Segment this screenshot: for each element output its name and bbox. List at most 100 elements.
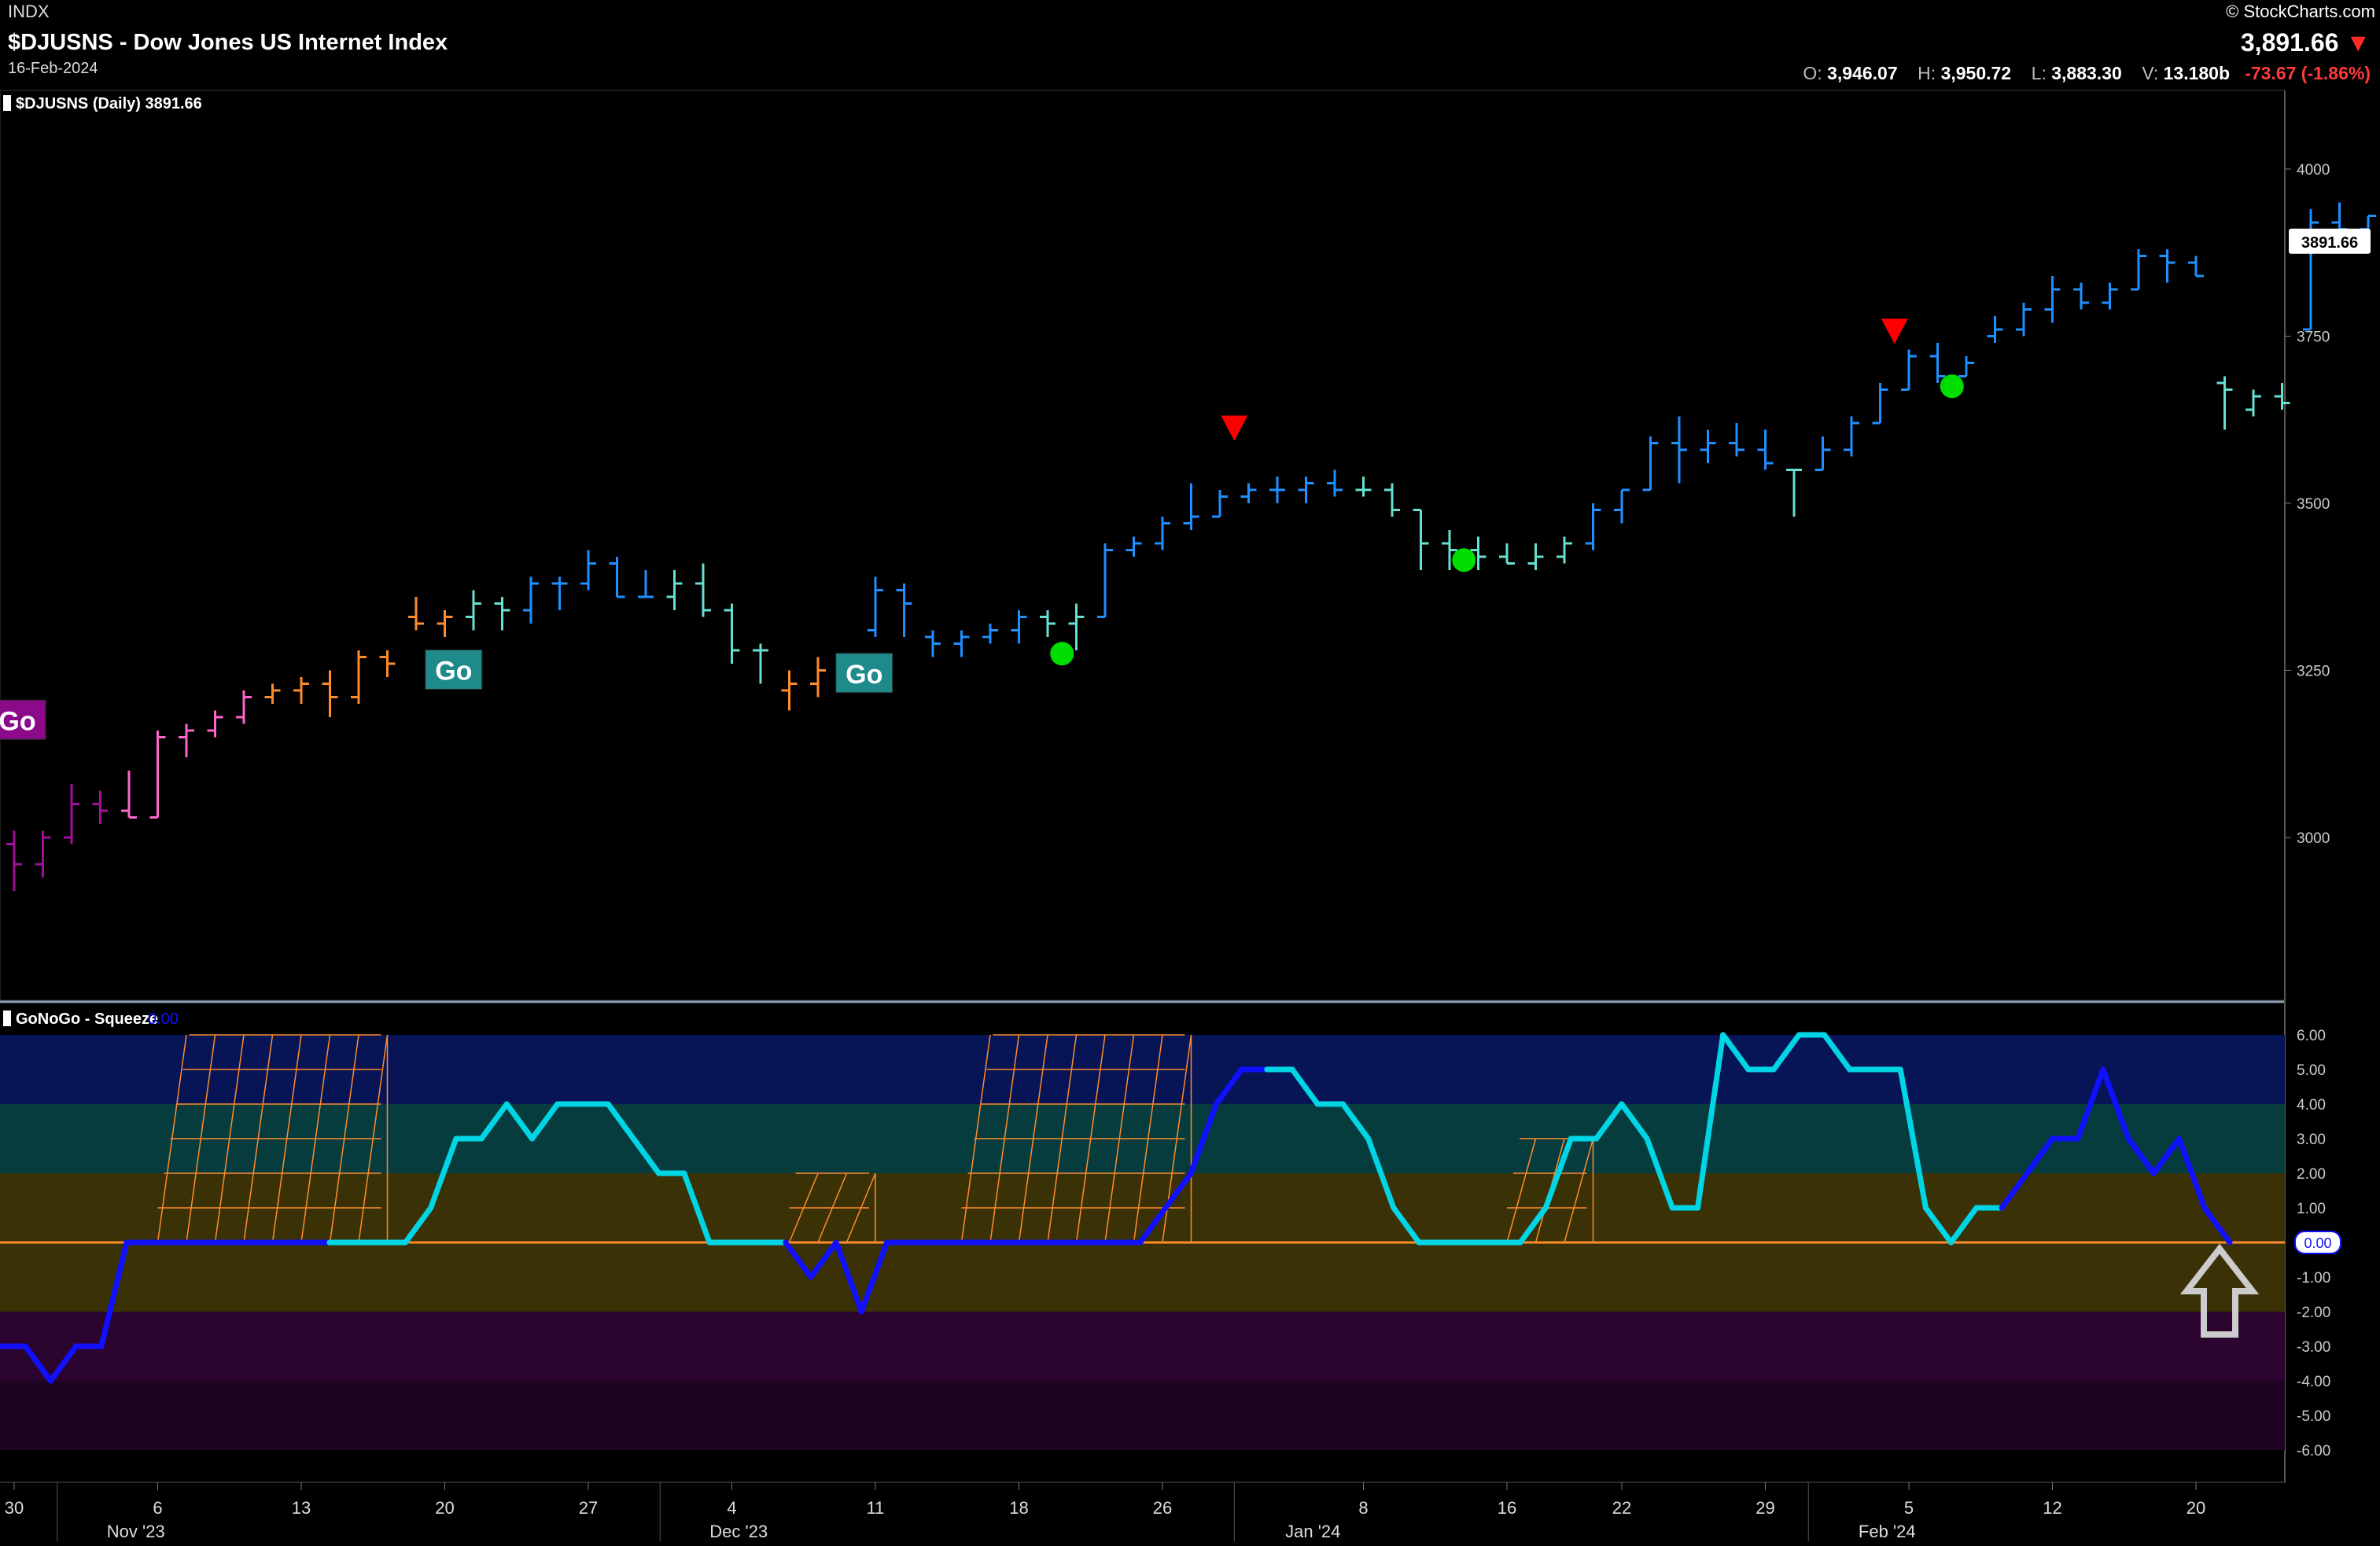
squeeze-grid-line [1564, 1138, 1594, 1243]
oscillator-line-segment [1999, 1170, 2030, 1211]
x-tick-label: 6 [153, 1498, 162, 1518]
down-arrow-icon: ▼ [2345, 28, 2371, 57]
x-tick-label: 20 [2187, 1498, 2205, 1518]
month-label: Jan '24 [1285, 1522, 1340, 1541]
x-tick-label: 12 [2043, 1498, 2061, 1518]
oscillator-line-segment [1391, 1205, 1422, 1246]
x-tick-label: 26 [1153, 1498, 1172, 1518]
x-tick-label: 13 [292, 1498, 311, 1518]
countertrend-triangle [1221, 415, 1248, 441]
osc-tick-label: 5.00 [2297, 1062, 2326, 1079]
oscillator-line-segment [503, 1101, 536, 1142]
oscillator-line-segment [2024, 1136, 2055, 1176]
oscillator-line-segment [1137, 1205, 1169, 1246]
oscillator-value-tag [2294, 1231, 2341, 1254]
squeeze-grid-line [271, 1034, 302, 1243]
squeeze-grid-line [1104, 1034, 1135, 1243]
x-tick-label: 16 [1498, 1498, 1516, 1518]
oscillator-line-segment [1720, 1032, 1752, 1073]
osc-tick-label: 4.00 [2297, 1097, 2326, 1113]
oscillator-line-segment [1619, 1101, 1650, 1142]
oscillator-line-segment [98, 1239, 130, 1349]
month-label: Feb '24 [1859, 1522, 1916, 1541]
squeeze-grid-line [1047, 1034, 1078, 1243]
oscillator-line-segment [1644, 1136, 1675, 1211]
x-tick-label: 27 [579, 1498, 598, 1518]
current-price-tag-label: 3891.66 [2301, 234, 2358, 252]
osc-tick-label: 2.00 [2297, 1166, 2326, 1183]
oscillator-line-segment [630, 1136, 662, 1176]
price-panel-title: $DJUSNS (Daily) 3891.66 [16, 95, 202, 112]
high-label: H: [1918, 63, 1936, 83]
squeeze-grid-line [214, 1034, 245, 1243]
chart-header: INDX $DJUSNS - Dow Jones US Internet Ind… [0, 0, 2380, 88]
ohlc-row: O: 3,946.07 H: 3,950.72 L: 3,883.30 V: 1… [1803, 63, 2371, 84]
volume-label: V: [2142, 63, 2159, 83]
open-value: 3,946.07 [1827, 63, 1898, 83]
oscillator-line-segment [529, 1101, 561, 1142]
oscillator-line-segment [858, 1239, 890, 1315]
oscillator-line-segment [478, 1101, 510, 1142]
oscillator-line-segment [1694, 1032, 1726, 1211]
oscillator-line-segment [1289, 1066, 1321, 1107]
low-value: 3,883.30 [2051, 63, 2122, 83]
price-tick-label: 3750 [2297, 329, 2330, 346]
osc-tick-label: -1.00 [2297, 1270, 2330, 1286]
squeeze-grid-line [1018, 1034, 1048, 1243]
x-tick-label: 8 [1358, 1498, 1368, 1518]
go-trend-continuation-dot [1940, 374, 1964, 399]
oscillator-line-segment [833, 1239, 864, 1315]
price-tick-label: 4000 [2297, 162, 2330, 179]
go-label: Go [0, 706, 36, 736]
squeeze-grid-line [1075, 1034, 1106, 1243]
current-price-tag [2289, 228, 2371, 254]
oscillator-line-segment [1948, 1205, 1980, 1246]
volume-value: 13.180b [2163, 63, 2231, 83]
oscillator-line-segment [1162, 1170, 1194, 1211]
oscillator-line-segment [2150, 1136, 2183, 1176]
oscillator-band-3 [0, 1312, 2285, 1381]
stockcharts-logo[interactable]: © StockCharts.com [2226, 2, 2375, 21]
oscillator-line-segment [1542, 1136, 1574, 1211]
oscillator-line-segment [1188, 1101, 1219, 1176]
oscillator-title: GoNoGo - Squeeze [16, 1010, 158, 1028]
squeeze-grid-line [358, 1034, 389, 1243]
x-tick-label: 29 [1756, 1498, 1774, 1518]
go-label-box [0, 699, 46, 740]
series-swatch [3, 95, 11, 111]
chart-date: 16-Feb-2024 [8, 60, 98, 77]
oscillator-line-segment [783, 1239, 814, 1280]
oscillator-line-segment [2176, 1136, 2208, 1211]
squeeze-grid-line [846, 1172, 876, 1243]
squeeze-grid-line [1133, 1034, 1163, 1243]
squeeze-grid-line [243, 1034, 274, 1243]
oscillator-title-value: 0.00 [148, 1010, 179, 1028]
up-arrow [2179, 1243, 2260, 1338]
osc-swatch [3, 1010, 11, 1026]
osc-tick-label: 1.00 [2297, 1201, 2326, 1217]
osc-tick-label: -6.00 [2297, 1443, 2330, 1459]
go-trend-continuation-dot [1452, 548, 1476, 572]
oscillator-value-label: 0.00 [2304, 1235, 2331, 1251]
x-tick-label: 11 [867, 1498, 885, 1518]
oscillator-line-segment [808, 1239, 839, 1280]
squeeze-grid-line [300, 1034, 331, 1243]
go-trend-continuation-dot [1050, 642, 1074, 666]
oscillator-line-segment [1213, 1066, 1245, 1107]
oscillator-line-segment [1822, 1032, 1853, 1073]
oscillator-line-segment [1897, 1066, 1929, 1211]
osc-tick-label: -4.00 [2297, 1374, 2330, 1390]
oscillator-line-segment [47, 1343, 79, 1384]
oscillator-band-4 [0, 1381, 2285, 1450]
oscillator-line-segment [22, 1343, 53, 1384]
x-tick-label: 4 [727, 1498, 736, 1518]
go-label: Go [846, 660, 882, 690]
countertrend-triangle [1881, 318, 1908, 344]
x-tick-label: 20 [435, 1498, 454, 1518]
x-tick-label: 5 [1904, 1498, 1914, 1518]
oscillator-line-segment [681, 1170, 713, 1246]
go-label: Go [435, 657, 472, 686]
osc-tick-label: -3.00 [2297, 1339, 2330, 1356]
price-tick-label: 3500 [2297, 496, 2330, 513]
